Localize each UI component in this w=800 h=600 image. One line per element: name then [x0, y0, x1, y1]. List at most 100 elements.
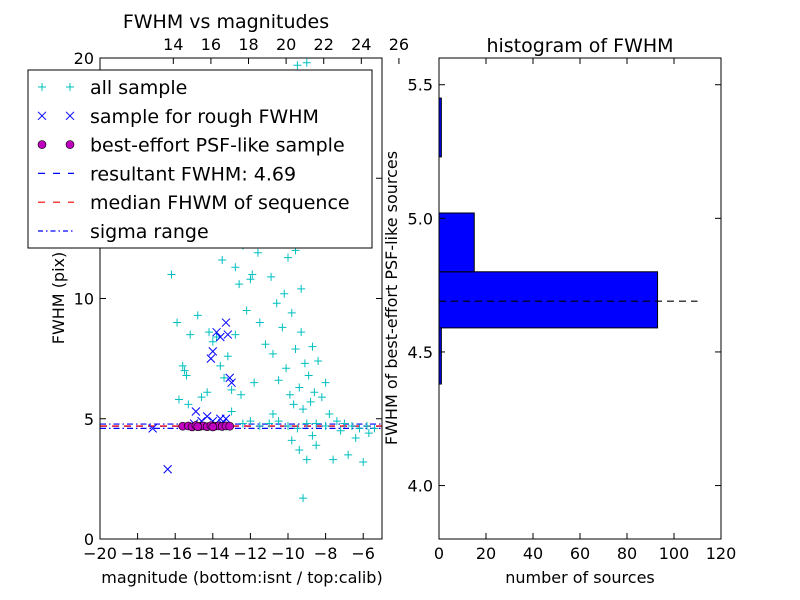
point-0-10	[216, 361, 225, 370]
point-1-3	[202, 411, 212, 421]
point-0-58	[317, 393, 326, 402]
point-0-27	[250, 378, 259, 387]
x-tick-label-4: −12	[234, 544, 268, 563]
point-0-94	[297, 284, 306, 293]
point-0-25	[242, 306, 251, 315]
point-0-20	[203, 388, 212, 397]
point-2-12	[225, 421, 235, 431]
point-0-63	[302, 455, 311, 464]
point-0-83	[246, 417, 255, 426]
point-0-56	[310, 388, 319, 397]
point-0-11	[218, 256, 227, 265]
point-0-3	[180, 366, 189, 375]
scatter-legend: all sample sample for rough FWHM best-effo…	[27, 69, 373, 249]
point-0-88	[238, 419, 247, 428]
point-0-50	[299, 405, 308, 414]
y-tick-label-2: 10	[74, 290, 94, 309]
point-0-21	[227, 407, 236, 416]
legend-marker-b-1	[65, 111, 75, 121]
x-tick-label-0: −20	[83, 544, 117, 563]
point-0-61	[287, 436, 296, 445]
point-0-95	[268, 409, 277, 418]
point-0-1	[173, 318, 182, 327]
point-0-37	[274, 376, 283, 385]
legend-entry-1: sample for rough FWHM	[37, 106, 319, 128]
legend-label-4: median FHWM of sequence	[90, 192, 350, 214]
point-0-16	[237, 390, 245, 399]
point-1-13	[215, 414, 225, 424]
point-0-40	[280, 289, 289, 298]
point-0-86	[293, 424, 302, 433]
x-tick-label-3: −14	[196, 544, 230, 563]
point-0-62	[295, 446, 304, 455]
point-0-19	[197, 393, 206, 402]
point-0-75	[347, 421, 356, 430]
point-0-90	[248, 270, 257, 279]
point-0-6	[193, 311, 202, 320]
point-0-70	[351, 433, 360, 442]
point-0-0	[167, 270, 176, 279]
y-tick-label-4: 20	[74, 49, 94, 68]
point-0-41	[282, 364, 291, 373]
point-1-0	[163, 464, 173, 474]
point-0-68	[336, 426, 345, 435]
top-tick-label-4: 22	[314, 35, 334, 54]
point-1-1	[148, 424, 157, 433]
point-0-59	[321, 378, 330, 387]
point-0-17	[174, 395, 183, 404]
point-0-71	[359, 458, 368, 467]
point-0-29	[255, 318, 264, 327]
point-1-6	[212, 327, 221, 337]
point-0-46	[291, 345, 300, 354]
legend-label-1: sample for rough FWHM	[90, 106, 319, 128]
point-1-11	[227, 378, 236, 388]
point-0-80	[284, 421, 292, 430]
point-0-48	[295, 383, 304, 392]
point-0-23	[235, 280, 244, 289]
point-0-33	[267, 272, 276, 281]
histogram-y-axis-label: FWHM of best-effort PSF-like sources	[382, 151, 401, 445]
legend-label-5: sigma range	[90, 221, 209, 243]
legend-entry-2: best-effort PSF-like sample	[37, 135, 345, 157]
legend-entry-5: sigma range	[38, 221, 209, 243]
point-1-4	[206, 354, 216, 363]
point-0-54	[306, 397, 315, 406]
hist-x-tick-label-1: 20	[476, 544, 496, 563]
histogram-bar-4	[439, 97, 442, 158]
point-1-9	[223, 330, 233, 339]
top-tick-label-6: 26	[389, 35, 409, 54]
x-tick-label-6: −8	[314, 544, 338, 563]
point-2-13	[208, 422, 218, 432]
point-0-31	[261, 340, 270, 349]
point-0-55	[308, 342, 317, 351]
point-1-10	[225, 373, 235, 383]
point-0-39	[278, 323, 287, 332]
point-1-7	[215, 332, 225, 342]
scatter-y-axis-label: FWHM (pix)	[49, 252, 68, 345]
top-tick-label-0: 14	[163, 35, 183, 54]
point-0-12	[220, 373, 229, 382]
hist-x-tick-label-6: 120	[706, 544, 737, 563]
histogram-x-axis-label: number of sources	[505, 568, 655, 587]
point-0-69	[344, 450, 353, 459]
hist-y-tick-label-2: 5.0	[408, 209, 433, 228]
hist-x-tick-label-3: 60	[570, 544, 590, 563]
point-0-2	[178, 361, 187, 370]
x-tick-label-2: −16	[158, 544, 192, 563]
legend-label-2: best-effort PSF-like sample	[90, 135, 345, 157]
legend-marker-b-0	[66, 83, 74, 91]
point-0-9	[212, 332, 221, 341]
point-0-53	[304, 371, 313, 380]
point-0-15	[231, 330, 240, 339]
x-tick-label-1: −18	[121, 544, 155, 563]
point-0-72	[364, 429, 373, 438]
point-1-8	[221, 318, 231, 327]
legend-marker-a-2	[37, 140, 47, 149]
point-0-5	[186, 330, 195, 339]
point-0-64	[308, 431, 317, 440]
point-0-81	[302, 419, 311, 428]
legend-box	[27, 69, 373, 249]
histogram-panel: histogram of FWHM 0 20 40 60 80 100 120 4.0 4.5 5…	[382, 35, 736, 587]
legend-label-3: resultant FWHM: 4.69	[90, 163, 296, 185]
